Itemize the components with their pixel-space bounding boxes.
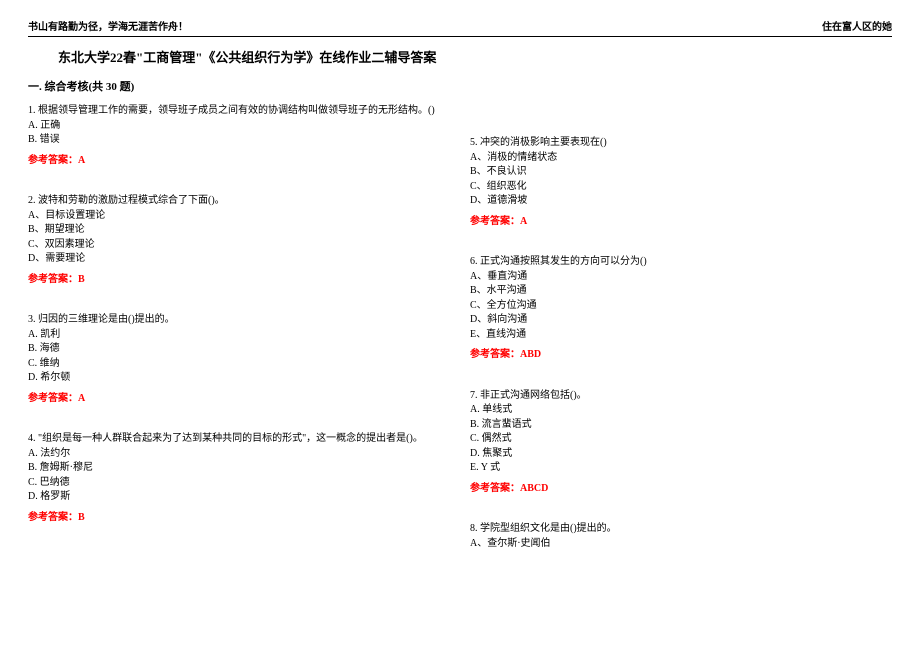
question-text: 3. 归因的三维理论是由()提出的。 xyxy=(28,313,450,328)
answer-label: 参考答案： xyxy=(470,349,520,360)
question-option: A. 凯利 xyxy=(28,328,450,343)
question-block: 3. 归因的三维理论是由()提出的。A. 凯利B. 海德C. 维纳D. 希尔顿参… xyxy=(28,313,450,406)
answer-line: 参考答案：B xyxy=(28,511,450,526)
answer-line: 参考答案：B xyxy=(28,273,450,288)
question-option: C、组织恶化 xyxy=(470,180,892,195)
question-block: 6. 正式沟通按照其发生的方向可以分为()A、垂直沟通B、水平沟通C、全方位沟通… xyxy=(470,255,892,363)
question-option: B. 错误 xyxy=(28,133,450,148)
question-option: B、期望理论 xyxy=(28,223,450,238)
question-option: A、消极的情绪状态 xyxy=(470,151,892,166)
answer-value: A xyxy=(78,393,85,404)
question-option: B、不良认识 xyxy=(470,165,892,180)
question-option: D. 希尔顿 xyxy=(28,371,450,386)
question-option: B. 詹姆斯·穆尼 xyxy=(28,461,450,476)
question-option: A、目标设置理论 xyxy=(28,209,450,224)
question-option: C、双因素理论 xyxy=(28,238,450,253)
question-option: D. 格罗斯 xyxy=(28,490,450,505)
section-header: 一. 综合考核(共 30 题) xyxy=(28,78,892,94)
question-block: 1. 根据领导管理工作的需要，领导班子成员之间有效的协调结构叫做领导班子的无形结… xyxy=(28,104,450,168)
answer-value: B xyxy=(78,512,85,523)
question-option: C. 偶然式 xyxy=(470,432,892,447)
question-text: 8. 学院型组织文化是由()提出的。 xyxy=(470,522,892,537)
answer-value: A xyxy=(78,155,85,166)
question-option: C. 巴纳德 xyxy=(28,476,450,491)
question-block: 8. 学院型组织文化是由()提出的。A、查尔斯·史闻伯 xyxy=(470,522,892,551)
content-columns: 1. 根据领导管理工作的需要，领导班子成员之间有效的协调结构叫做领导班子的无形结… xyxy=(28,104,892,577)
question-option: A. 正确 xyxy=(28,119,450,134)
answer-line: 参考答案：A xyxy=(28,154,450,169)
left-column: 1. 根据领导管理工作的需要，领导班子成员之间有效的协调结构叫做领导班子的无形结… xyxy=(28,104,450,577)
question-text: 4. "组织是每一种人群联合起来为了达到某种共同的目标的形式"，这一概念的提出者… xyxy=(28,432,450,447)
question-option: E、直线沟通 xyxy=(470,328,892,343)
question-option: B、水平沟通 xyxy=(470,284,892,299)
answer-value: A xyxy=(520,216,527,227)
answer-line: 参考答案：A xyxy=(28,392,450,407)
answer-value: ABD xyxy=(520,349,541,360)
question-option: A. 法约尔 xyxy=(28,447,450,462)
answer-line: 参考答案：ABD xyxy=(470,348,892,363)
header-left: 书山有路勤为径，学海无涯苦作舟！ xyxy=(28,18,188,33)
question-block: 4. "组织是每一种人群联合起来为了达到某种共同的目标的形式"，这一概念的提出者… xyxy=(28,432,450,525)
question-option: D、道德滑坡 xyxy=(470,194,892,209)
answer-label: 参考答案： xyxy=(28,155,78,166)
question-text: 7. 非正式沟通网络包括()。 xyxy=(470,389,892,404)
question-option: B. 流言蜚语式 xyxy=(470,418,892,433)
answer-line: 参考答案：A xyxy=(470,215,892,230)
answer-label: 参考答案： xyxy=(470,483,520,494)
question-text: 6. 正式沟通按照其发生的方向可以分为() xyxy=(470,255,892,270)
question-option: A、垂直沟通 xyxy=(470,270,892,285)
question-block: 5. 冲突的消极影响主要表现在()A、消极的情绪状态B、不良认识C、组织恶化D、… xyxy=(470,136,892,229)
answer-value: ABCD xyxy=(520,483,548,494)
question-option: A、查尔斯·史闻伯 xyxy=(470,537,892,552)
question-option: D、斜向沟通 xyxy=(470,313,892,328)
question-block: 2. 波特和劳勒的激励过程模式综合了下面()。A、目标设置理论B、期望理论C、双… xyxy=(28,194,450,287)
question-option: D. 焦聚式 xyxy=(470,447,892,462)
page-title: 东北大学22春"工商管理"《公共组织行为学》在线作业二辅导答案 xyxy=(58,47,892,66)
question-option: D、需要理论 xyxy=(28,252,450,267)
answer-label: 参考答案： xyxy=(470,216,520,227)
question-option: B. 海德 xyxy=(28,342,450,357)
answer-line: 参考答案：ABCD xyxy=(470,482,892,497)
question-text: 2. 波特和劳勒的激励过程模式综合了下面()。 xyxy=(28,194,450,209)
question-option: C. 维纳 xyxy=(28,357,450,372)
question-option: A. 单线式 xyxy=(470,403,892,418)
answer-label: 参考答案： xyxy=(28,512,78,523)
question-text: 5. 冲突的消极影响主要表现在() xyxy=(470,136,892,151)
right-column: 5. 冲突的消极影响主要表现在()A、消极的情绪状态B、不良认识C、组织恶化D、… xyxy=(470,104,892,577)
header-right: 住在富人区的她 xyxy=(822,18,892,33)
answer-label: 参考答案： xyxy=(28,274,78,285)
question-text: 1. 根据领导管理工作的需要，领导班子成员之间有效的协调结构叫做领导班子的无形结… xyxy=(28,104,450,119)
header-divider xyxy=(28,36,892,37)
answer-label: 参考答案： xyxy=(28,393,78,404)
question-option: C、全方位沟通 xyxy=(470,299,892,314)
question-option: E. Y 式 xyxy=(470,461,892,476)
answer-value: B xyxy=(78,274,85,285)
question-block: 7. 非正式沟通网络包括()。A. 单线式B. 流言蜚语式C. 偶然式D. 焦聚… xyxy=(470,389,892,497)
